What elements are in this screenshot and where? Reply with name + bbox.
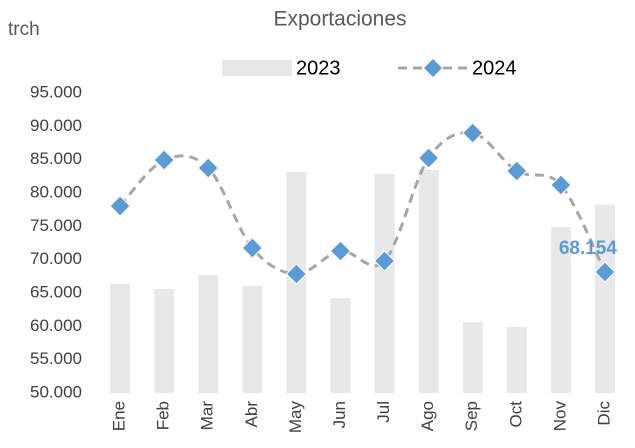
- y-tick-label: 70.000: [30, 249, 82, 268]
- y-axis-label: trch: [8, 19, 40, 40]
- legend-label: 2023: [296, 57, 341, 79]
- marker: [109, 195, 131, 217]
- marker: [285, 263, 308, 285]
- x-tick-label: Abr: [242, 401, 261, 428]
- marker: [197, 157, 219, 179]
- x-tick-label: Nov: [550, 401, 569, 432]
- x-tick-label: Feb: [154, 401, 173, 430]
- y-tick-label: 90.000: [30, 116, 82, 135]
- y-tick-label: 80.000: [30, 182, 82, 201]
- y-tick-label: 50.000: [30, 382, 82, 401]
- y-tick-label: 55.000: [30, 349, 82, 368]
- bar: [110, 284, 131, 393]
- bar: [506, 327, 527, 393]
- y-tick-label: 95.000: [30, 82, 82, 101]
- x-tick-label: Sep: [462, 401, 481, 431]
- marker: [462, 122, 484, 144]
- y-tick-label: 75.000: [30, 216, 82, 235]
- marker: [241, 237, 263, 259]
- marker: [417, 147, 440, 169]
- x-tick-label: May: [286, 401, 305, 434]
- bar: [418, 170, 439, 393]
- line: [118, 131, 607, 276]
- x-tick-label: Dic: [594, 401, 613, 426]
- x-tick-label: Oct: [506, 401, 525, 428]
- chart-title: Exportaciones: [273, 8, 406, 31]
- bar: [594, 204, 615, 393]
- marker: [550, 174, 572, 196]
- marker: [153, 149, 175, 171]
- y-tick-label: 65.000: [30, 282, 82, 301]
- bar: [242, 286, 263, 393]
- marker: [329, 240, 352, 262]
- legend-label: 2024: [472, 57, 517, 79]
- data-label: 68.154: [559, 238, 618, 259]
- bar: [154, 289, 175, 393]
- bar: [374, 174, 395, 393]
- y-tick-label: 85.000: [30, 149, 82, 168]
- x-tick-label: Jul: [374, 401, 393, 423]
- bar: [550, 227, 571, 393]
- legend-swatch: [222, 60, 292, 76]
- bar: [330, 298, 351, 393]
- bar: [462, 322, 483, 393]
- legend-marker: [424, 59, 442, 77]
- marker: [373, 250, 396, 272]
- marker: [594, 261, 616, 283]
- bar: [198, 275, 219, 393]
- x-tick-label: Jun: [330, 401, 349, 428]
- x-tick-label: Mar: [198, 401, 217, 431]
- y-tick-label: 60.000: [30, 316, 82, 335]
- x-tick-label: Ago: [418, 401, 437, 431]
- marker: [506, 160, 528, 182]
- x-tick-label: Ene: [110, 401, 129, 431]
